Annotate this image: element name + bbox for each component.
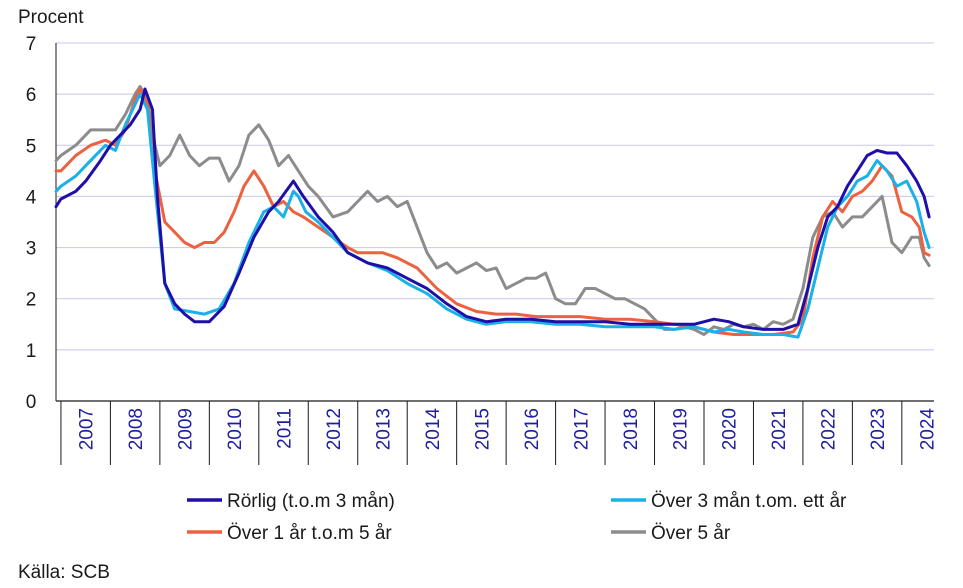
x-tick-label: 2024: [918, 408, 939, 451]
source-note: Källa: SCB: [18, 562, 110, 583]
legend-label: Rörlig (t.o.m 3 mån): [227, 491, 395, 512]
y-tick-label: 7: [26, 34, 37, 55]
x-tick-label: 2012: [324, 408, 345, 450]
legend-label: Över 5 år: [651, 523, 731, 544]
y-tick-label: 4: [26, 187, 37, 208]
x-tick-label: 2021: [769, 408, 790, 450]
y-tick-labels: 0 1 2 3 4 5 6 7: [26, 34, 37, 413]
series-line-1: [54, 87, 931, 331]
x-tick-label: 2008: [126, 408, 147, 450]
y-tick-label: 0: [26, 392, 37, 413]
x-tick-label: 2015: [472, 408, 493, 450]
x-tick-label: 2018: [621, 408, 642, 450]
y-axis-title: Procent: [18, 7, 84, 28]
series-lines: [54, 85, 931, 339]
x-tick-label: 2019: [670, 408, 691, 450]
x-tick-label: 2013: [373, 408, 394, 450]
x-tick-label: 2007: [77, 408, 98, 450]
x-tick-label: 2011: [275, 408, 296, 449]
x-tick-label: 2022: [819, 408, 840, 450]
y-tick-label: 1: [26, 341, 37, 362]
series-line-4: [54, 85, 931, 336]
series-line-3: [54, 87, 931, 336]
gridlines: [56, 42, 934, 351]
x-tick-label: 2020: [720, 408, 741, 450]
y-tick-label: 6: [26, 85, 37, 106]
x-tick-label: 2017: [571, 408, 592, 450]
x-tick-label: 2010: [225, 408, 246, 450]
legend-label: Över 3 mån t.om. ett år: [651, 491, 847, 512]
x-tick-label: 2016: [522, 408, 543, 450]
x-axis: 2007 2008 2009 2010 2011 2012 2013 2014 2015 2016…: [55, 43, 939, 465]
legend: Rörlig (t.o.m 3 mån) Över 3 mån t.om. ett…: [187, 491, 847, 544]
legend-label: Över 1 år t.o.m 5 år: [227, 523, 392, 544]
y-tick-label: 2: [26, 290, 37, 311]
y-tick-label: 3: [26, 239, 37, 260]
y-tick-label: 5: [26, 136, 37, 157]
x-tick-label: 2009: [176, 408, 197, 450]
x-tick-label: 2023: [868, 408, 889, 450]
x-tick-label: 2014: [423, 408, 444, 451]
